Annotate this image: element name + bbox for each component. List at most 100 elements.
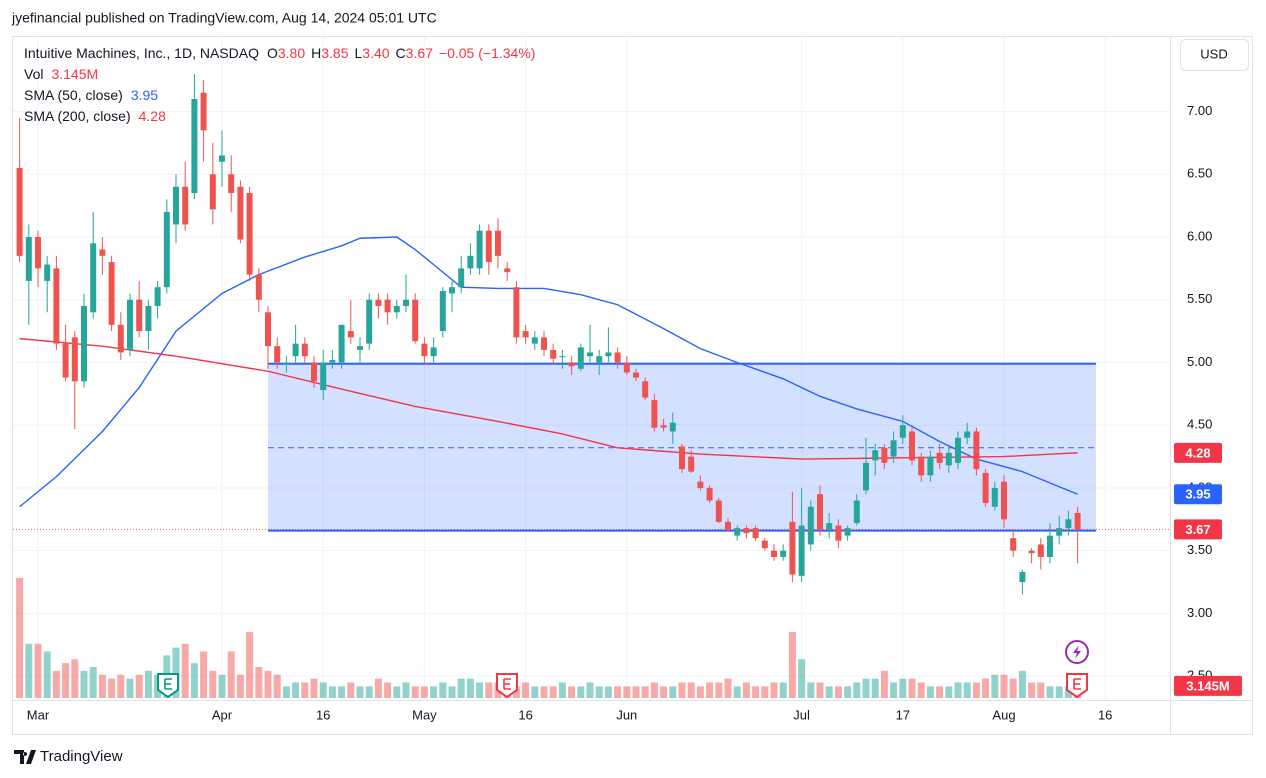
legend-value: 3.145M [51,66,98,82]
price-badge [1174,675,1242,696]
earnings-marker [157,673,179,699]
volume-bar [1055,686,1063,698]
volume-bar [512,686,520,698]
candle-body [108,262,115,325]
candle-body [200,92,207,131]
volume-bar [71,659,79,698]
candle-body [596,356,603,363]
candle-body [430,347,437,357]
candle-body [173,186,179,225]
volume-bar [485,682,493,698]
volume-bar [1009,678,1017,698]
candle-body [945,452,952,466]
candle-body [182,186,189,225]
candle-body [614,352,621,363]
candle-body [633,372,639,378]
volume-bar [742,682,750,698]
candle-body [209,174,216,210]
candle-body [265,312,271,347]
candle-body [780,550,787,557]
volume-bar [144,670,152,698]
y-tick-label: 5.00 [1187,354,1212,369]
volume-bar [476,682,484,698]
legend-name: SMA (200, close) [24,108,131,124]
candle-body [421,343,428,357]
candle-body [25,236,32,281]
earnings-badge [157,673,179,699]
volume-bar [80,670,88,698]
x-tick-label: Jun [616,707,637,722]
volume-bar [347,682,355,698]
volume-bar [982,678,990,698]
candle-body [807,506,814,545]
candle-body [145,306,152,332]
volume-bar [1037,682,1045,698]
dividend-marker [1065,640,1089,664]
x-tick-label: 16 [316,707,330,722]
candle-body [771,550,777,557]
volume-bar [448,686,456,698]
currency-button[interactable]: USD [1180,39,1249,71]
candle-body [449,287,455,294]
candle-body [1047,535,1053,557]
volume-bar [788,632,796,698]
candle-body [991,487,998,507]
volume-bar [310,678,318,698]
candle-body [1074,513,1081,530]
candle-body [706,487,713,501]
candle-body [1019,572,1026,583]
candle-body [752,528,759,539]
candle-body [35,236,41,269]
volume-bar [834,686,842,698]
candle-body [642,381,649,398]
legend-value: 3.67 [406,45,433,61]
candle-body [936,452,943,463]
candle-body [366,299,373,344]
y-tick-label: 3.50 [1187,542,1212,557]
legend-value: −0.05 (−1.34%) [439,45,536,61]
currency-box[interactable] [1180,39,1249,71]
candle-body [982,472,989,504]
candle-body [844,528,851,536]
currency-label[interactable]: USD [1200,46,1227,61]
candle-body [853,500,860,524]
volume-bar [623,686,631,698]
volume-bar [273,674,281,698]
candle-body [1028,550,1035,554]
x-tick-label: Apr [212,707,233,722]
candle-body [1065,519,1072,529]
candle-body [918,456,925,476]
candle-body [485,230,492,263]
legend-key: O [267,45,278,61]
volume-bar [466,678,474,698]
candle-body [357,346,363,350]
volume-bar [135,674,143,698]
candle-body [311,362,317,382]
price-badge-label: 3.145M [1186,678,1229,693]
candle-body [835,525,842,541]
price-badge [1174,484,1222,505]
volume-bar [255,667,263,698]
volume-bar [393,686,401,698]
candle-body [127,299,133,350]
y-tick-label: 7.00 [1187,103,1212,118]
footer-logo [14,750,36,764]
volume-bar [457,678,465,698]
candle-body [219,155,225,162]
candle-body [329,359,336,363]
volume-bar [402,682,410,698]
legend: Intuitive Machines, Inc., 1D, NASDAQ O3.8… [24,45,535,124]
candle-body [890,440,897,457]
candle-body [476,230,483,269]
volume-bar [227,651,235,698]
candle-body [798,525,805,576]
volume-bar [439,682,447,698]
volume-bar [1046,686,1054,698]
volume-bar [292,682,300,698]
volume-bar [954,682,962,698]
candle-body [734,528,741,536]
legend-symbol: Intuitive Machines, Inc., 1D, NASDAQ [24,45,259,61]
candle-body [301,343,308,357]
